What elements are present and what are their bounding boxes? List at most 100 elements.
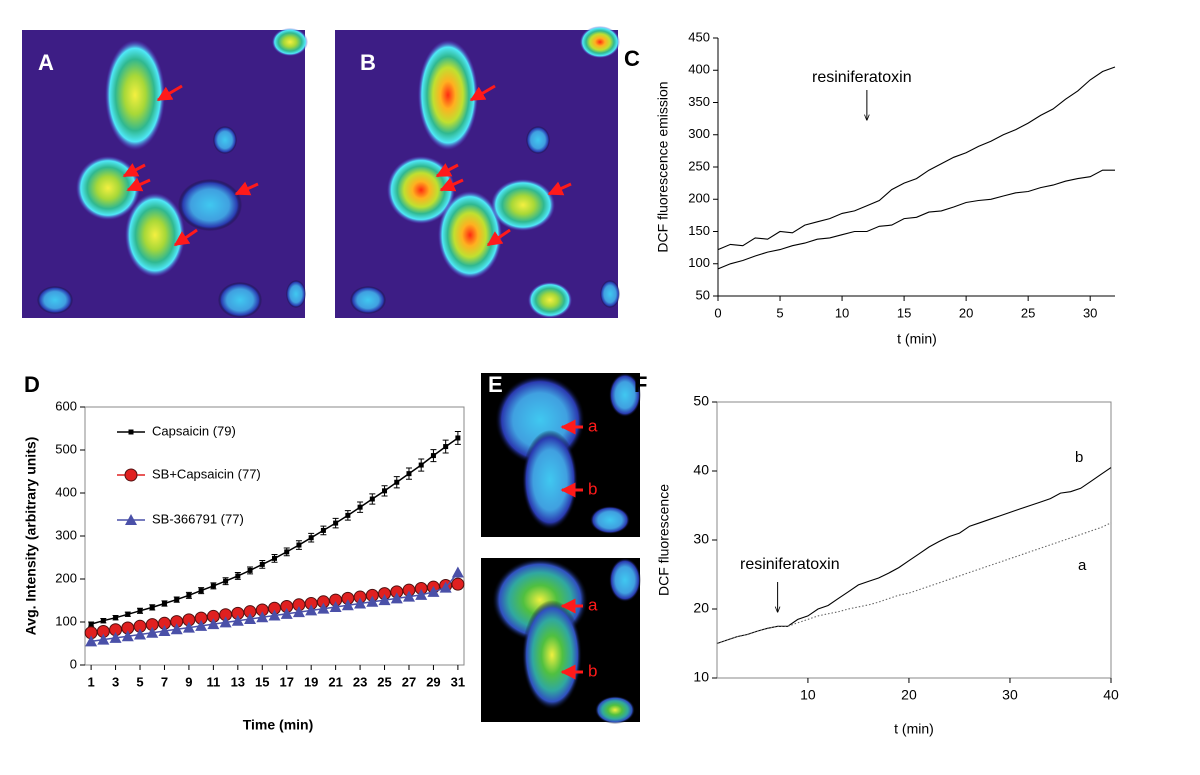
x-tick-label: 31 — [451, 674, 465, 689]
x-tick-label: 9 — [185, 674, 192, 689]
marker — [443, 444, 449, 450]
series-line — [716, 522, 1112, 645]
x-tick-label: 21 — [328, 674, 342, 689]
marker — [207, 618, 220, 630]
marker — [378, 594, 391, 606]
legend-marker — [125, 514, 137, 525]
legend-label: SB-366791 (77) — [152, 511, 244, 526]
marker — [320, 527, 326, 533]
marker — [369, 496, 375, 502]
x-tick-label: 30 — [1083, 305, 1097, 320]
marker — [97, 633, 110, 645]
marker — [109, 631, 122, 643]
marker — [382, 488, 388, 494]
x-tick-label: 5 — [776, 305, 783, 320]
marker — [406, 471, 412, 477]
x-axis-label: t (min) — [894, 721, 934, 737]
x-tick-label: 29 — [426, 674, 440, 689]
y-tick-label: 50 — [693, 393, 709, 409]
y-tick-label: 0 — [70, 656, 77, 671]
marker — [231, 614, 244, 626]
marker — [256, 611, 269, 623]
y-tick-label: 300 — [688, 126, 710, 141]
marker — [149, 604, 155, 610]
panel-label: F — [634, 372, 647, 397]
marker — [390, 592, 403, 604]
y-tick-label: 400 — [688, 62, 710, 77]
x-tick-label: 15 — [255, 674, 269, 689]
image-label: b — [588, 479, 597, 498]
marker — [418, 462, 424, 468]
x-tick-label: 40 — [1103, 687, 1119, 703]
y-tick-label: 600 — [55, 398, 77, 413]
x-tick-label: 15 — [897, 305, 911, 320]
image-label: a — [588, 416, 598, 435]
x-tick-label: 1 — [87, 674, 94, 689]
marker — [161, 601, 167, 607]
marker — [125, 611, 131, 617]
series-label: a — [1078, 557, 1087, 574]
legend-label: SB+Capsaicin (77) — [152, 466, 261, 481]
image-label: a — [588, 595, 598, 614]
annotation: resiniferatoxin — [740, 556, 840, 573]
marker — [210, 583, 216, 589]
marker — [329, 600, 342, 612]
y-tick-label: 200 — [55, 570, 77, 585]
marker — [345, 512, 351, 518]
marker — [174, 597, 180, 603]
marker — [284, 549, 290, 555]
panel-label: D — [24, 372, 40, 397]
panel-label: E — [488, 372, 503, 397]
x-tick-label: 20 — [901, 687, 917, 703]
marker — [244, 612, 257, 624]
y-tick-label: 200 — [688, 191, 710, 206]
marker — [268, 609, 281, 621]
marker — [272, 555, 277, 561]
x-tick-label: 13 — [231, 674, 245, 689]
marker — [121, 630, 134, 642]
marker — [354, 597, 367, 609]
x-tick-label: 10 — [800, 687, 816, 703]
marker — [366, 595, 379, 607]
marker — [235, 573, 241, 579]
marker — [451, 577, 465, 591]
marker — [219, 616, 232, 628]
marker — [186, 592, 192, 598]
y-tick-label: 300 — [55, 527, 77, 542]
x-tick-label: 11 — [206, 674, 220, 689]
x-tick-label: 25 — [1021, 305, 1035, 320]
legend-marker — [124, 468, 138, 482]
x-tick-label: 5 — [136, 674, 143, 689]
y-tick-label: 250 — [688, 158, 710, 173]
marker — [280, 607, 293, 619]
panel-label: A — [38, 50, 54, 75]
marker — [308, 535, 314, 541]
marker — [134, 628, 147, 640]
x-axis-label: Time (min) — [243, 717, 314, 733]
marker — [317, 602, 330, 614]
y-tick-label: 100 — [688, 255, 710, 270]
marker — [198, 588, 204, 594]
y-tick-label: 450 — [688, 29, 710, 44]
marker — [415, 588, 428, 600]
marker — [402, 590, 415, 602]
series-line — [717, 169, 1115, 270]
marker — [292, 606, 305, 618]
x-axis-label: t (min) — [897, 331, 937, 347]
image-a — [22, 28, 308, 318]
series-line — [717, 66, 1116, 251]
y-tick-label: 10 — [693, 669, 709, 685]
series-line — [716, 467, 1112, 645]
y-axis-label: DCF fluorescence emission — [655, 81, 671, 252]
marker — [146, 626, 159, 638]
marker — [394, 479, 400, 485]
marker — [247, 567, 253, 573]
x-tick-label: 23 — [353, 674, 367, 689]
y-tick-label: 40 — [693, 462, 709, 478]
panel-label: B — [360, 50, 376, 75]
x-tick-label: 17 — [279, 674, 293, 689]
y-tick-label: 50 — [696, 287, 710, 302]
marker — [170, 623, 183, 635]
y-axis-label: Avg. Intensity (arbitrary units) — [23, 437, 39, 636]
marker — [333, 520, 339, 526]
